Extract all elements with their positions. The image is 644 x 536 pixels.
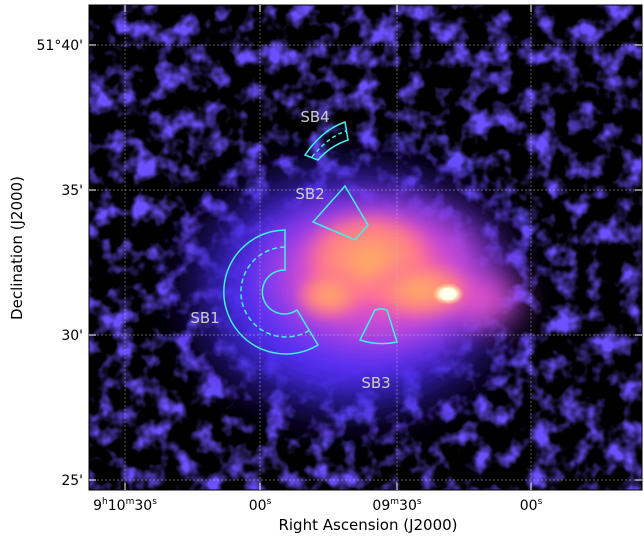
y-axis-label: Declination (J2000): [8, 176, 26, 320]
tick-number: 10: [108, 498, 126, 514]
tick-unit: h: [102, 497, 108, 507]
grid: [89, 5, 642, 490]
tick-number: 00: [249, 498, 267, 514]
tick-unit: s: [267, 497, 272, 507]
regions: [223, 120, 398, 355]
region-label: SB1: [190, 309, 219, 327]
tick-unit: m: [126, 497, 135, 507]
x-tick-label: 9h10m30s: [93, 497, 157, 514]
region-label: SB4: [300, 108, 329, 126]
tick-number: 30: [134, 498, 152, 514]
y-tick-label: 35': [61, 183, 83, 199]
tick-unit: s: [152, 497, 157, 507]
y-tick-label: 51°40': [37, 38, 83, 54]
sky-image: [89, 5, 642, 490]
region-label: SB3: [361, 374, 390, 392]
plot-frame: [88, 4, 643, 491]
y-tick-label: 30': [61, 328, 83, 344]
y-tick-label: 25': [61, 473, 83, 489]
x-tick-label: 09m30s: [372, 497, 421, 514]
tick-number: 30: [399, 498, 417, 514]
region-label: SB2: [295, 185, 324, 203]
tick-unit: m: [390, 497, 399, 507]
tick-unit: s: [538, 497, 543, 507]
tick-unit: s: [417, 497, 422, 507]
tick-number: 09: [372, 498, 390, 514]
x-tick-label: 00s: [249, 497, 272, 514]
x-tick-label: 00s: [520, 497, 543, 514]
x-axis-label: Right Ascension (J2000): [278, 516, 457, 534]
tick-marks: [89, 5, 642, 490]
tick-number: 9: [93, 498, 102, 514]
tick-number: 00: [520, 498, 538, 514]
